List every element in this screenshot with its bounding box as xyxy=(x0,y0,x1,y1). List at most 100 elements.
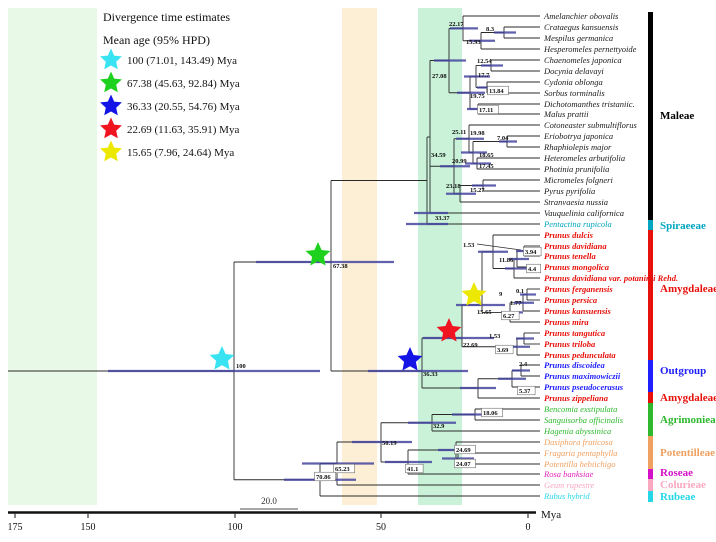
node-age-label: 23.18 xyxy=(446,183,461,190)
node-age-box xyxy=(314,471,336,482)
clade-bar xyxy=(648,12,653,220)
clade-bar xyxy=(648,469,653,479)
taxon-label: Prunus kansuensis xyxy=(544,306,612,316)
taxon-label: Prunus tenella xyxy=(544,251,596,261)
node-age-label: 9 xyxy=(499,291,503,298)
node-age-box xyxy=(405,463,424,474)
legend-star-icon xyxy=(100,94,122,116)
node-age-label: 33.37 xyxy=(435,215,450,222)
node-age-label: 11.86 xyxy=(499,257,514,264)
taxon-label: Rhaphiolepis major xyxy=(543,142,612,152)
clade-sidebar: Maleae Spiraeeae Amygdaleae Outgroup Amygdal… xyxy=(648,12,716,503)
node-age-label: 15.27 xyxy=(470,187,485,194)
node-age-label: 24.69 xyxy=(456,447,471,454)
taxon-label: Photinia prunifolia xyxy=(543,164,609,174)
taxon-label: Crataegus kansuensis xyxy=(544,22,619,32)
clade-label: Potentilleae xyxy=(660,447,715,459)
axis-tick-label: 100 xyxy=(228,522,243,533)
node-age-label: 100 xyxy=(236,363,246,370)
clade-label: Colurieae xyxy=(660,479,706,491)
taxon-label: Prunus dulcis xyxy=(544,230,594,240)
clade-bar xyxy=(648,230,653,360)
legend-item-label: 100 (71.01, 143.49) Mya xyxy=(127,55,237,67)
hpd-bars xyxy=(108,27,536,481)
taxon-label: Docynia delavayi xyxy=(543,66,604,76)
background-bands xyxy=(8,8,462,505)
taxon-label: Prunus pedunculata xyxy=(544,350,616,360)
clade-bar xyxy=(648,360,653,392)
node-age-label: 17.11 xyxy=(479,107,493,114)
background-band xyxy=(342,8,377,505)
node-age-label: 24.07 xyxy=(456,461,471,468)
node-age-box xyxy=(333,463,355,474)
taxon-label: Prunus zippeliana xyxy=(544,393,609,403)
clade-bar xyxy=(648,392,653,403)
node-age-box xyxy=(523,246,542,257)
legend-item-label: 15.65 (7.96, 24.64) Mya xyxy=(127,147,234,159)
axis-tick-label: 50 xyxy=(376,522,386,533)
node-age-label: 32.9 xyxy=(433,423,445,430)
taxon-label: Geum rupestre xyxy=(544,480,595,490)
time-axis: 20.0 Mya 175 150 100 50 0 xyxy=(8,496,562,533)
divergence-star xyxy=(436,318,462,342)
clade-bar xyxy=(648,403,653,436)
taxon-label: Potentilla hebiichigo xyxy=(543,459,616,469)
legend: Divergence time estimates Mean age (95% … xyxy=(100,10,240,162)
node-age-label: 0.1 xyxy=(516,288,524,295)
clade-bar xyxy=(648,479,653,491)
divergence-star xyxy=(305,242,331,266)
legend-subtitle: Mean age (95% HPD) xyxy=(103,33,210,47)
node-age-label: 22.69 xyxy=(463,342,478,349)
legend-item-label: 22.69 (11.63, 35.91) Mya xyxy=(127,124,239,136)
node-age-label: 19.75 xyxy=(470,93,485,100)
taxon-label: Cotoneaster submultiflorus xyxy=(544,120,637,130)
divergence-star xyxy=(209,346,235,370)
node-age-label: 70.86 xyxy=(316,474,331,481)
axis-tick-label: 175 xyxy=(8,522,23,533)
clade-label: Amygdaleae xyxy=(660,392,716,404)
clade-label: Roseae xyxy=(660,467,693,479)
node-age-label: 41.1 xyxy=(407,466,418,473)
node-age-box xyxy=(526,263,541,274)
scale-bar-label: 20.0 xyxy=(261,496,277,506)
taxon-label: Hesperomeles pernettyoide xyxy=(543,44,637,54)
node-age-box xyxy=(487,85,509,96)
legend-items: 100 (71.01, 143.49) Mya 67.38 (45.63, 92.… xyxy=(100,48,240,162)
clade-label: Agrimonieae xyxy=(660,414,716,426)
taxon-label: Cydonia oblonga xyxy=(544,77,603,87)
taxon-label: Pentactina rupicola xyxy=(543,219,612,229)
clade-bar xyxy=(648,491,653,502)
clade-label: Maleae xyxy=(660,110,694,122)
clade-label: Spiraeeae xyxy=(660,220,706,232)
clade-label: Outgroup xyxy=(660,365,706,377)
node-age-box xyxy=(501,310,520,321)
node-age-label: 4.4 xyxy=(528,266,537,273)
axis-tick-label: 0 xyxy=(526,522,531,533)
node-age-label: 67.38 xyxy=(333,263,348,270)
taxon-label: Prunus discoidea xyxy=(544,360,605,370)
taxon-label: Prunus persica xyxy=(544,295,598,305)
taxon-label: Prunus mira xyxy=(544,317,589,327)
clade-label: Amygdaleae xyxy=(660,283,716,295)
node-age-box xyxy=(477,104,499,115)
node-age-label: 1.53 xyxy=(463,242,475,249)
legend-star-icon xyxy=(100,117,122,139)
node-age-label: 17.7 xyxy=(478,72,490,79)
node-age-label: 3.69 xyxy=(497,347,509,354)
node-age-label: 8.3 xyxy=(486,26,495,33)
node-age-labels: 22.17 8.3 15.93 12.54 17.7 13.84 19.75 17.11 27.… xyxy=(236,21,542,482)
node-age-label: 17.45 xyxy=(479,163,494,170)
taxon-label: Hagenia abyssinica xyxy=(543,426,611,436)
clade-bar xyxy=(648,220,653,230)
node-age-label: 1.77 xyxy=(510,300,522,307)
node-age-label: 36.33 xyxy=(423,371,438,378)
background-band xyxy=(8,8,97,505)
node-age-label: 1.53 xyxy=(489,333,501,340)
legend-item-label: 67.38 (45.63, 92.84) Mya xyxy=(127,78,240,90)
taxon-label: Prunus davidiana xyxy=(544,241,607,251)
legend-star-icon xyxy=(100,140,122,162)
taxon-label: Malus prattii xyxy=(543,109,589,119)
taxon-label: Heteromeles arbutifolia xyxy=(543,153,625,163)
taxon-label: Sanguisorba officinalis xyxy=(544,415,624,425)
label-leader-line xyxy=(476,243,522,251)
